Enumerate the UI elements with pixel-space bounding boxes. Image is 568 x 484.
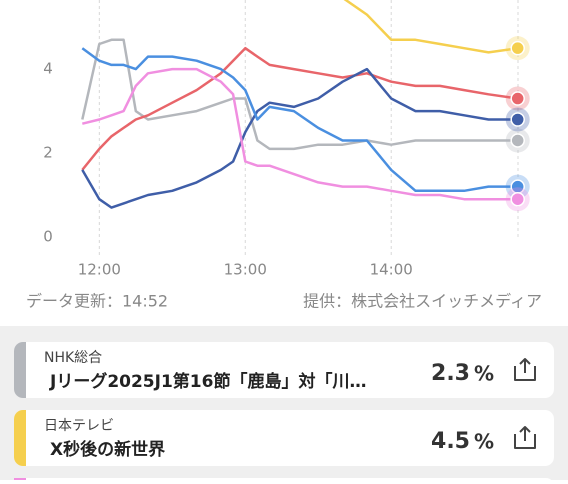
share-button[interactable]: [514, 426, 536, 449]
card-background: [14, 410, 554, 466]
channel-strip: [14, 410, 26, 466]
update-time: データ更新：14:52: [26, 292, 168, 311]
end-dot: [510, 40, 525, 56]
end-dot: [510, 112, 525, 127]
channel-name: NHK総合: [44, 350, 102, 366]
y-tick-label: 2: [43, 144, 53, 162]
y-tick-label: 0: [43, 228, 53, 246]
end-dot: [510, 91, 525, 106]
share-icon: [514, 426, 536, 449]
channel-strip: [14, 342, 26, 398]
rating-value: 2.3: [431, 361, 470, 386]
series-line: [81, 38, 518, 151]
card-background: [14, 342, 554, 398]
lines: [81, 0, 518, 209]
program-card[interactable]: 日本テレビ X秒後の新世界 4.5%: [14, 410, 554, 466]
series-line: [82, 67, 518, 201]
share-button[interactable]: [514, 358, 536, 381]
program-title: Jリーグ2025J1第16節「鹿島」対「川…: [49, 371, 366, 392]
end-dot: [510, 191, 525, 207]
rating-unit: %: [474, 430, 494, 454]
series-line: [81, 46, 518, 171]
y-tick-label: 4: [43, 60, 53, 78]
rating-unit: %: [474, 362, 494, 386]
x-tick-label: 14:00: [370, 261, 413, 279]
rating-value: 4.5: [431, 429, 470, 454]
x-tick-label: 13:00: [224, 261, 267, 279]
share-icon: [514, 358, 536, 381]
series-line: [81, 47, 518, 193]
series-line: [81, 67, 518, 209]
x-tick-label: 12:00: [78, 261, 121, 279]
program-card[interactable]: NHK総合 Jリーグ2025J1第16節「鹿島」対「川… 2.3%: [14, 342, 554, 398]
program-list: NHK総合 Jリーグ2025J1第16節「鹿島」対「川… 2.3 % 日本テレビ X秒後の…: [14, 342, 554, 466]
chart: 12:00 13:00 14:00 0 2 4: [43, 0, 530, 279]
end-dot: [510, 133, 525, 148]
series-line: [343, 0, 518, 54]
channel-name: 日本テレビ: [44, 418, 114, 434]
end-dots: [505, 36, 530, 212]
program-title: X秒後の新世界: [50, 439, 165, 460]
provider: 提供：株式会社スイッチメディア: [303, 292, 542, 311]
